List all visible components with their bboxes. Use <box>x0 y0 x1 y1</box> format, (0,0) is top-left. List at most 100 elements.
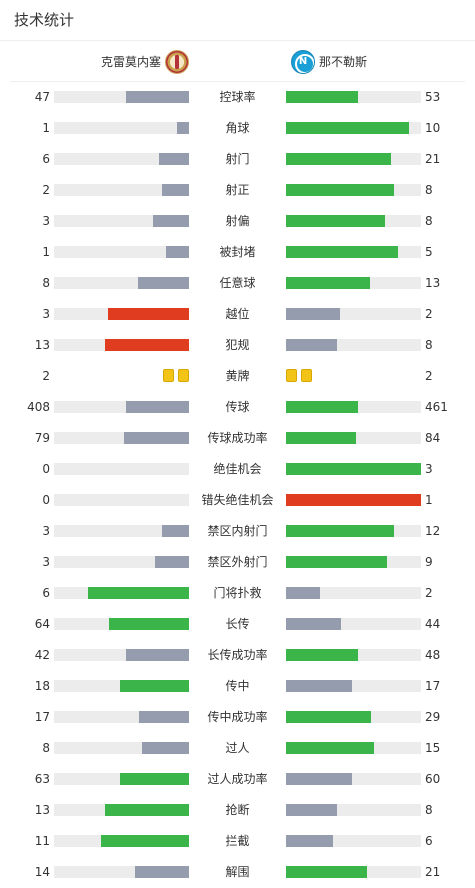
stat-row: 6 射门 21 <box>0 144 475 175</box>
home-bar-track <box>54 804 189 816</box>
home-bar <box>120 773 189 785</box>
stat-label: 过人 <box>225 741 250 755</box>
stat-row: 42 长传成功率 48 <box>0 640 475 671</box>
away-bar <box>286 277 370 289</box>
home-cards <box>54 369 189 382</box>
stat-label: 犯规 <box>225 338 250 352</box>
home-bar-track <box>54 618 189 630</box>
away-bar <box>286 401 358 413</box>
home-bar-track <box>54 401 189 413</box>
stat-row: 47 控球率 53 <box>0 82 475 113</box>
stat-row: 64 长传 44 <box>0 609 475 640</box>
away-value: 48 <box>425 648 441 662</box>
home-bar-track <box>54 122 189 134</box>
away-value: 2 <box>425 307 433 321</box>
away-value: 53 <box>425 90 441 104</box>
away-bar <box>286 184 394 196</box>
home-bar <box>138 277 189 289</box>
home-bar-track <box>54 649 189 661</box>
stat-row: 8 过人 15 <box>0 733 475 764</box>
home-value: 3 <box>42 555 50 569</box>
home-bar <box>126 91 189 103</box>
stat-row: 1 被封堵 5 <box>0 237 475 268</box>
home-value: 3 <box>42 307 50 321</box>
home-value: 2 <box>42 369 50 383</box>
away-team-name: 那不勒斯 <box>319 55 368 69</box>
away-bar-track <box>286 587 421 599</box>
away-bar-track <box>286 711 421 723</box>
home-team-name: 克雷莫内塞 <box>100 55 161 69</box>
away-value: 6 <box>425 834 433 848</box>
home-value: 14 <box>34 865 50 879</box>
away-bar-track <box>286 91 421 103</box>
away-bar <box>286 432 356 444</box>
away-value: 2 <box>425 369 433 383</box>
away-team: 那不勒斯 <box>291 41 367 82</box>
away-bar <box>286 742 374 754</box>
away-value: 15 <box>425 741 441 755</box>
away-bar <box>286 215 385 227</box>
home-value: 1 <box>42 245 50 259</box>
stat-row: 13 犯规 8 <box>0 330 475 361</box>
home-bar-track <box>54 339 189 351</box>
home-bar-track <box>54 184 189 196</box>
home-bar <box>124 432 189 444</box>
home-value: 8 <box>42 741 50 755</box>
home-bar <box>142 742 189 754</box>
home-value: 0 <box>42 462 50 476</box>
stat-row: 408 传球 461 <box>0 392 475 423</box>
stat-row: 3 越位 2 <box>0 299 475 330</box>
home-value: 3 <box>42 214 50 228</box>
cremonese-crest-icon <box>165 49 189 74</box>
away-bar <box>286 649 358 661</box>
stat-label: 绝佳机会 <box>213 462 262 476</box>
away-bar <box>286 680 352 692</box>
yellow-card-icon <box>301 369 312 382</box>
away-value: 29 <box>425 710 441 724</box>
stat-row: 0 错失绝佳机会 1 <box>0 485 475 516</box>
home-bar <box>177 122 189 134</box>
stat-row: 79 传球成功率 84 <box>0 423 475 454</box>
stat-label: 长传成功率 <box>207 648 268 662</box>
away-bar-track <box>286 773 421 785</box>
away-value: 461 <box>425 400 448 414</box>
home-bar <box>88 587 189 599</box>
home-bar-track <box>54 463 189 475</box>
home-bar-track <box>54 587 189 599</box>
home-bar <box>105 339 189 351</box>
away-bar <box>286 122 409 134</box>
away-bar-track <box>286 339 421 351</box>
home-bar <box>126 649 189 661</box>
yellow-card-icon <box>163 369 174 382</box>
away-bar-track <box>286 525 421 537</box>
away-value: 8 <box>425 338 433 352</box>
away-bar <box>286 556 387 568</box>
away-value: 9 <box>425 555 433 569</box>
home-bar-track <box>54 215 189 227</box>
home-bar-track <box>54 711 189 723</box>
home-bar <box>108 308 189 320</box>
away-value: 8 <box>425 803 433 817</box>
away-value: 44 <box>425 617 441 631</box>
stat-row: 14 解围 21 <box>0 857 475 888</box>
home-bar-track <box>54 153 189 165</box>
away-bar-track <box>286 246 421 258</box>
away-bar <box>286 91 358 103</box>
home-bar-track <box>54 835 189 847</box>
home-bar <box>162 184 189 196</box>
stat-label: 禁区外射门 <box>207 555 268 569</box>
stat-label: 射正 <box>225 183 250 197</box>
stat-label: 传球成功率 <box>207 431 268 445</box>
stat-row: 3 射偏 8 <box>0 206 475 237</box>
stat-row: 2 黄牌 2 <box>0 361 475 392</box>
yellow-card-icon <box>286 369 297 382</box>
stat-row: 11 拦截 6 <box>0 826 475 857</box>
stat-label: 解围 <box>225 865 250 879</box>
home-bar <box>166 246 189 258</box>
home-value: 2 <box>42 183 50 197</box>
teams-header: 克雷莫内塞 那不勒斯 <box>10 41 465 82</box>
home-bar <box>101 835 189 847</box>
home-value: 79 <box>34 431 50 445</box>
stat-label: 越位 <box>225 307 250 321</box>
away-bar <box>286 773 352 785</box>
